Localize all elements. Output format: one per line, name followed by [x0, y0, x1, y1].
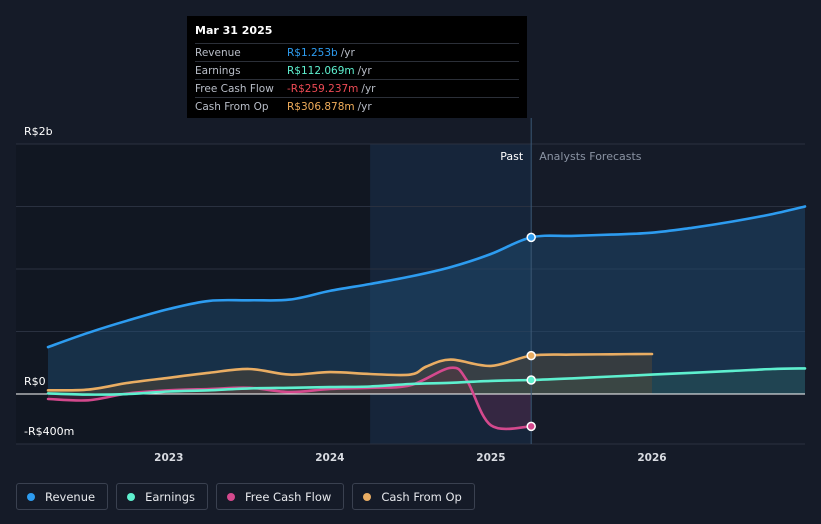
tooltip-row-revenue: Revenue R$1.253b /yr [195, 43, 519, 61]
legend-dot-icon [127, 492, 136, 501]
tooltip-value: R$112.069m [287, 64, 355, 77]
y-axis-label: R$2b [24, 125, 53, 138]
tooltip-unit: /yr [340, 46, 355, 59]
series-marker-earnings [526, 375, 536, 385]
series-marker-cash-from-op [526, 350, 536, 361]
legend-dot-icon [27, 492, 35, 501]
x-axis-tick-label: 2025 [476, 452, 505, 464]
y-axis-label: R$0 [24, 375, 46, 388]
legend-item-revenue[interactable]: Revenue [16, 483, 109, 510]
past-label: Past [500, 150, 524, 163]
tooltip-label: Revenue [195, 46, 241, 59]
series-area-revenue [48, 206, 805, 394]
tooltip-value: R$306.878m [287, 100, 355, 113]
tooltip-row-earnings: Earnings R$112.069m /yr [195, 61, 519, 79]
legend-item-free-cash-flow[interactable]: Free Cash Flow [216, 483, 345, 510]
series-line-cash-from-op [46, 352, 654, 392]
tooltip-row-cash-from-op: Cash From Op R$306.878m /yr [195, 97, 519, 115]
series-line-revenue [46, 205, 807, 349]
legend-item-cash-from-op[interactable]: Cash From Op [352, 483, 475, 510]
tooltip-unit: /yr [361, 82, 376, 95]
tooltip-label: Earnings [195, 64, 241, 77]
y-axis-label: -R$400m [24, 425, 74, 438]
legend: Revenue Earnings Free Cash Flow Cash Fro… [16, 483, 475, 510]
legend-label: Cash From Op [381, 489, 462, 504]
series-marker-free-cash-flow [526, 421, 536, 432]
series-line-earnings [46, 367, 807, 396]
legend-label: Free Cash Flow [245, 489, 332, 504]
tooltip-unit: /yr [357, 64, 372, 77]
tooltip-label: Free Cash Flow [195, 82, 274, 95]
legend-dot-icon [227, 492, 235, 501]
tooltip-row-free-cash-flow: Free Cash Flow -R$259.237m /yr [195, 79, 519, 97]
legend-label: Revenue [45, 489, 96, 504]
tooltip-unit: /yr [357, 100, 372, 113]
tooltip-label: Cash From Op [195, 100, 269, 113]
tooltip-value: R$1.253b [287, 46, 338, 59]
x-axis-tick-label: 2026 [637, 452, 666, 464]
tooltip-date: Mar 31 2025 [195, 24, 273, 37]
forecast-label: Analysts Forecasts [539, 150, 642, 163]
hover-tooltip: Mar 31 2025 Revenue R$1.253b /yr Earning… [187, 16, 527, 118]
legend-item-earnings[interactable]: Earnings [116, 483, 208, 510]
series-marker-revenue [526, 232, 536, 243]
legend-label: Earnings [145, 489, 195, 504]
legend-dot-icon [363, 492, 372, 501]
x-axis-tick-label: 2024 [315, 452, 344, 464]
x-axis-tick-label: 2023 [154, 452, 183, 464]
series-area-earnings [48, 368, 805, 395]
tooltip-value: -R$259.237m [287, 82, 359, 95]
